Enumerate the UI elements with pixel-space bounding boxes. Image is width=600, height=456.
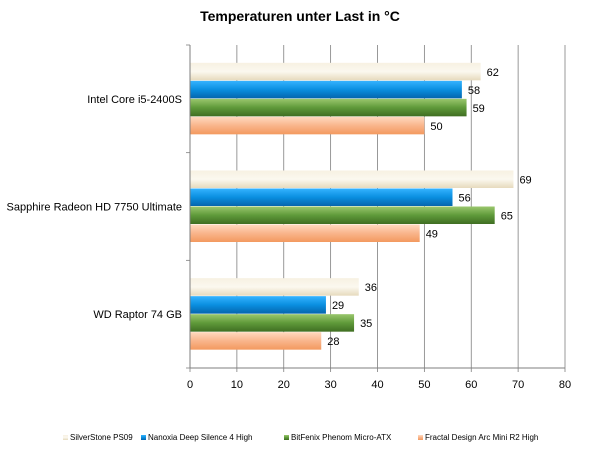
x-tick-label: 60 xyxy=(465,379,477,391)
bar xyxy=(190,206,495,224)
legend-label: SilverStone PS09 xyxy=(70,433,133,442)
data-label: 58 xyxy=(468,85,480,97)
data-label: 62 xyxy=(487,67,499,79)
bar xyxy=(190,188,453,206)
data-label: 59 xyxy=(473,103,485,115)
x-tick-label: 40 xyxy=(371,379,383,391)
legend: SilverStone PS09 Nanoxia Deep Silence 4 H… xyxy=(63,433,538,442)
x-tick-label: 80 xyxy=(559,379,571,391)
legend-swatch xyxy=(63,435,68,440)
data-label: 49 xyxy=(426,229,438,241)
data-label: 29 xyxy=(332,300,344,312)
axes: 0 10 20 30 40 50 60 70 80 Intel Core i5-2400S Sapp… xyxy=(7,44,571,391)
chart-title: Temperaturen unter Last in °C xyxy=(200,8,400,24)
bar xyxy=(190,170,514,188)
bar xyxy=(190,296,326,314)
x-tick-label: 20 xyxy=(278,379,290,391)
data-label: 35 xyxy=(360,318,372,330)
legend-swatch xyxy=(418,435,423,440)
bar xyxy=(190,116,425,135)
legend-label: BitFenix Phenom Micro-ATX xyxy=(291,433,392,442)
category-label: Intel Core i5-2400S xyxy=(87,94,182,106)
data-label: 36 xyxy=(365,282,377,294)
x-tick-label: 30 xyxy=(325,379,337,391)
bar xyxy=(190,80,462,99)
bars: 62 58 59 50 69 56 65 49 36 29 35 28 xyxy=(190,62,532,350)
bar xyxy=(190,278,359,296)
bar xyxy=(190,314,355,332)
category-label: WD Raptor 74 GB xyxy=(93,309,182,321)
bar xyxy=(190,224,420,242)
data-label: 28 xyxy=(327,336,339,348)
legend-label: Fractal Design Arc Mini R2 High xyxy=(425,433,538,442)
x-tick-label: 50 xyxy=(418,379,430,391)
data-label: 65 xyxy=(501,211,513,223)
x-tick-label: 0 xyxy=(187,379,193,391)
data-label: 50 xyxy=(430,121,442,133)
x-tick-label: 10 xyxy=(231,379,243,391)
data-label: 56 xyxy=(459,193,471,205)
bar xyxy=(190,62,481,81)
bar xyxy=(190,332,322,350)
legend-swatch xyxy=(141,435,146,440)
bar xyxy=(190,98,467,117)
legend-label: Nanoxia Deep Silence 4 High xyxy=(148,433,253,442)
x-tick-label: 70 xyxy=(512,379,524,391)
data-label: 69 xyxy=(519,175,531,187)
category-label: Sapphire Radeon HD 7750 Ultimate xyxy=(7,202,183,214)
legend-swatch xyxy=(284,435,289,440)
